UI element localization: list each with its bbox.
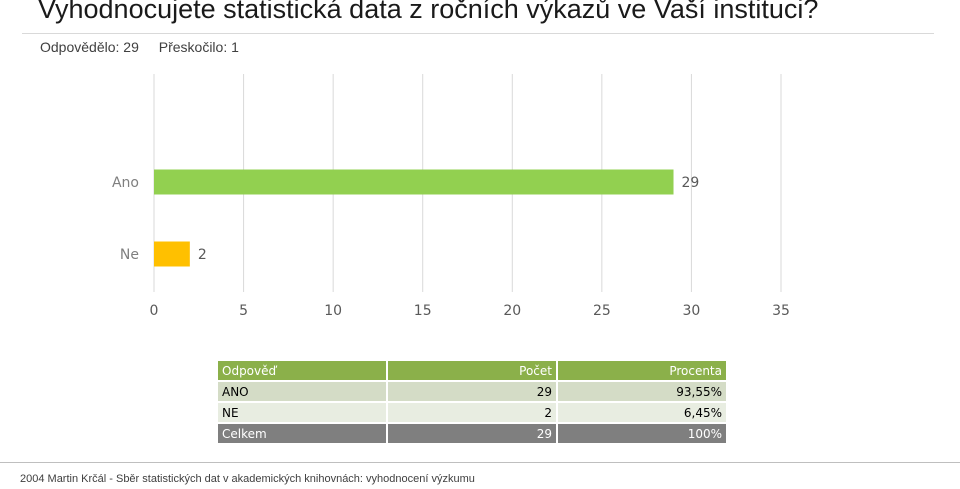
row-percent: 93,55% — [558, 382, 726, 401]
x-tick-label: 15 — [414, 303, 432, 319]
total-percent: 100% — [558, 424, 726, 443]
x-tick-label: 10 — [324, 303, 342, 319]
row-percent: 6,45% — [558, 403, 726, 422]
results-table: Odpověď Počet Procenta ANO 29 93,55% NE … — [216, 359, 728, 445]
x-tick-label: 25 — [593, 303, 611, 319]
data-label: 2 — [198, 247, 207, 263]
bar-ne — [154, 241, 190, 267]
data-label: 29 — [682, 175, 700, 191]
row-answer: NE — [218, 403, 386, 422]
answered-count: Odpovědělo: 29 — [40, 39, 139, 55]
header-count: Počet — [388, 361, 556, 380]
header-answer: Odpověď — [218, 361, 386, 380]
footer-divider — [0, 462, 960, 463]
x-tick-label: 20 — [503, 303, 521, 319]
total-label: Celkem — [218, 424, 386, 443]
x-tick-label: 35 — [772, 303, 790, 319]
table-header-row: Odpověď Počet Procenta — [218, 361, 726, 380]
table-row: NE 2 6,45% — [218, 403, 726, 422]
row-answer: ANO — [218, 382, 386, 401]
total-count: 29 — [388, 424, 556, 443]
page-title: Vyhodnocujete statistická data z ročních… — [38, 0, 819, 24]
response-stats: Odpovědělo: 29 Přeskočilo: 1 — [40, 39, 255, 55]
category-label: Ne — [120, 247, 139, 263]
row-count: 29 — [388, 382, 556, 401]
bar-ano — [154, 169, 674, 195]
row-count: 2 — [388, 403, 556, 422]
skipped-count: Přeskočilo: 1 — [158, 39, 239, 55]
header-percent: Procenta — [558, 361, 726, 380]
x-tick-label: 0 — [150, 303, 159, 319]
category-label: Ano — [112, 175, 139, 191]
table-total-row: Celkem 29 100% — [218, 424, 726, 443]
footer-text: 2004 Martin Krčál - Sběr statistických d… — [20, 473, 475, 485]
bar-chart: 0 5 10 15 20 25 30 35 Ano 29 Ne 2 — [112, 74, 790, 319]
table-row: ANO 29 93,55% — [218, 382, 726, 401]
title-divider — [22, 33, 934, 34]
x-tick-label: 5 — [239, 303, 248, 319]
x-tick-label: 30 — [683, 303, 701, 319]
